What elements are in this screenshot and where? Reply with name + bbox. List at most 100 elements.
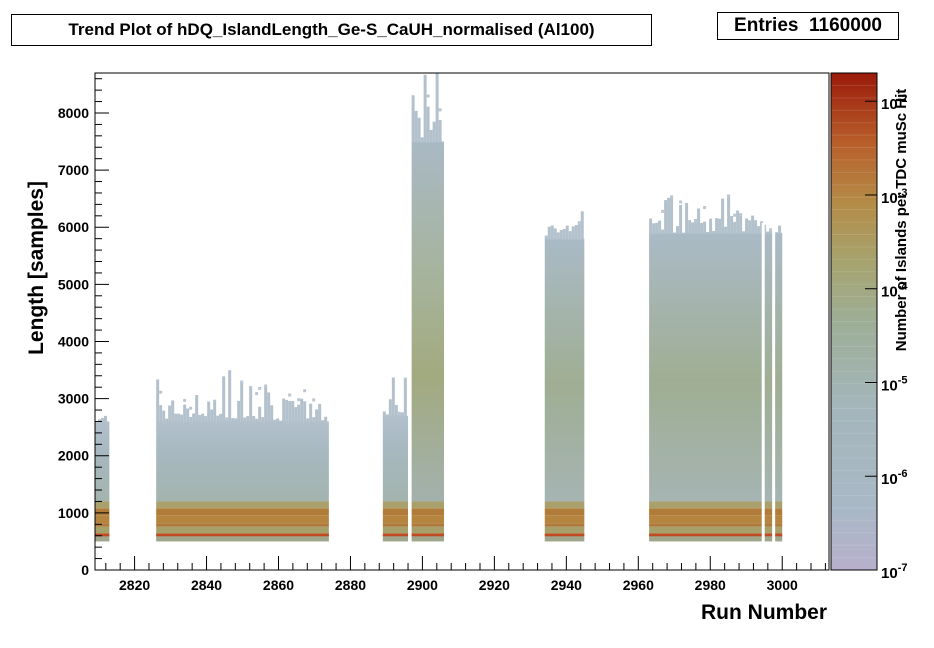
plot-title-text: Trend Plot of hDQ_IslandLength_Ge-S_CaUH…: [68, 20, 595, 39]
heat-cell: [98, 419, 101, 423]
heat-cell: [225, 419, 229, 423]
heat-cell: [213, 399, 217, 423]
heat-cell: [397, 411, 401, 415]
heat-cell: [432, 121, 436, 143]
y-tick-label: 1000: [58, 505, 89, 521]
heat-band: [544, 508, 585, 516]
heat-cell: [556, 232, 560, 240]
heat-cell: [775, 232, 779, 234]
heat-cell: [420, 137, 424, 143]
heat-cell: [733, 221, 737, 234]
heat-cell: [550, 225, 554, 240]
heat-cell: [544, 235, 548, 240]
heat-cell: [210, 409, 214, 423]
run-group: [156, 370, 329, 542]
heat-cell: [315, 409, 319, 423]
z-tick-label: 10-2: [881, 93, 907, 113]
heat-cell: [742, 231, 746, 234]
y-tick-label: 3000: [58, 391, 89, 407]
heat-cell: [739, 213, 743, 234]
heat-cell: [411, 95, 415, 143]
heat-cell: [658, 220, 662, 234]
color-palette: 10-7 10-6 10-5 10-4 10-3 10-2: [830, 72, 908, 582]
heat-cell: [664, 200, 668, 234]
run-group-body: [95, 421, 110, 502]
heat-cell: [306, 418, 310, 423]
heat-cell: [748, 220, 752, 234]
heat-cell: [736, 210, 740, 234]
heatmap-cells: [95, 73, 783, 570]
heat-cell: [101, 418, 104, 423]
heat-cell: [258, 386, 262, 390]
heat-cell: [240, 382, 244, 423]
heat-cell: [697, 208, 701, 234]
heat-cell: [652, 223, 656, 234]
heat-cell: [159, 405, 163, 423]
heat-cell: [183, 404, 187, 423]
heat-cell: [682, 232, 686, 234]
heat-band: [95, 526, 110, 534]
heat-cell: [688, 220, 692, 234]
heat-cell: [264, 386, 268, 423]
stats-label: Entries: [734, 15, 799, 36]
heat-cell: [400, 412, 404, 417]
gap-line: [761, 223, 765, 570]
heat-cell: [219, 413, 223, 423]
heat-cell: [685, 202, 689, 234]
heat-cell: [426, 94, 430, 98]
heat-cell: [562, 228, 566, 240]
heat-cell: [291, 400, 295, 423]
heat-band: [156, 515, 329, 524]
heat-band: [156, 533, 329, 537]
x-tick-label: 2960: [623, 577, 654, 593]
heat-band: [156, 501, 329, 509]
heat-cell: [261, 417, 265, 423]
heat-band: [95, 534, 110, 542]
heat-cell: [309, 403, 313, 423]
heat-band: [382, 508, 409, 516]
heat-band: [156, 508, 329, 516]
heat-cell: [324, 416, 328, 423]
heat-band: [649, 534, 783, 542]
heat-band: [544, 534, 585, 542]
heat-band: [382, 523, 409, 527]
heat-cell: [754, 220, 758, 234]
heat-band: [544, 523, 585, 527]
heat-band: [95, 533, 110, 537]
heat-band: [544, 501, 585, 509]
heat-cell: [727, 194, 731, 234]
stats-value: 1160000: [809, 15, 882, 36]
x-tick-label: 3000: [767, 577, 798, 593]
heat-cell: [712, 231, 716, 234]
heat-cell: [252, 416, 256, 423]
y-tick-label: 7000: [58, 162, 89, 178]
heat-cell: [679, 200, 683, 204]
heat-cell: [703, 206, 707, 210]
heat-cell: [429, 129, 433, 143]
heat-cell: [246, 416, 250, 423]
run-group: [649, 194, 783, 542]
y-tick-label: 6000: [58, 219, 89, 235]
heat-band: [649, 526, 783, 534]
run-group: [544, 211, 585, 542]
y-tick-label: 2000: [58, 448, 89, 464]
heat-cell: [237, 400, 241, 423]
z-tick-label: 10-6: [881, 468, 907, 488]
heat-band: [411, 501, 445, 509]
heat-cell: [760, 221, 764, 234]
heat-cell: [580, 211, 584, 240]
heat-band: [411, 523, 445, 527]
gap-line: [772, 223, 776, 570]
heat-cell: [249, 386, 253, 423]
heat-cell: [312, 417, 316, 423]
heat-cell: [676, 226, 680, 234]
heat-cell: [267, 392, 271, 423]
heat-cell: [195, 395, 199, 423]
heat-cell: [417, 117, 421, 143]
y-tick-label: 4000: [58, 333, 89, 349]
heat-cell: [733, 213, 737, 217]
x-axis-title: Run Number: [701, 601, 827, 624]
heat-cell: [667, 197, 671, 234]
heat-cell: [183, 398, 187, 402]
